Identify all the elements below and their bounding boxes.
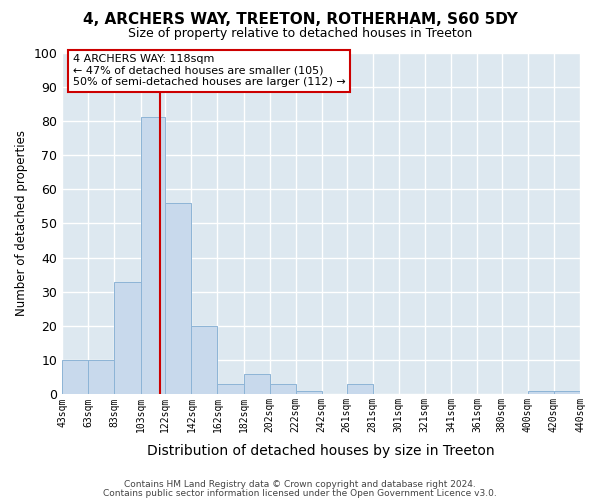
Text: Contains public sector information licensed under the Open Government Licence v3: Contains public sector information licen… bbox=[103, 490, 497, 498]
Bar bbox=[554, 391, 580, 394]
Bar bbox=[62, 360, 88, 394]
Bar bbox=[528, 391, 554, 394]
Bar bbox=[140, 118, 166, 394]
Bar bbox=[191, 326, 217, 394]
Bar bbox=[347, 384, 373, 394]
Text: Size of property relative to detached houses in Treeton: Size of property relative to detached ho… bbox=[128, 28, 472, 40]
Text: 4, ARCHERS WAY, TREETON, ROTHERHAM, S60 5DY: 4, ARCHERS WAY, TREETON, ROTHERHAM, S60 … bbox=[83, 12, 517, 28]
Text: 4 ARCHERS WAY: 118sqm
← 47% of detached houses are smaller (105)
50% of semi-det: 4 ARCHERS WAY: 118sqm ← 47% of detached … bbox=[73, 54, 346, 88]
Bar bbox=[269, 384, 296, 394]
Bar bbox=[244, 374, 269, 394]
Bar bbox=[217, 384, 244, 394]
Y-axis label: Number of detached properties: Number of detached properties bbox=[15, 130, 28, 316]
Bar bbox=[166, 203, 191, 394]
Bar bbox=[115, 282, 140, 395]
X-axis label: Distribution of detached houses by size in Treeton: Distribution of detached houses by size … bbox=[148, 444, 495, 458]
Text: Contains HM Land Registry data © Crown copyright and database right 2024.: Contains HM Land Registry data © Crown c… bbox=[124, 480, 476, 489]
Bar bbox=[88, 360, 115, 394]
Bar bbox=[296, 391, 322, 394]
